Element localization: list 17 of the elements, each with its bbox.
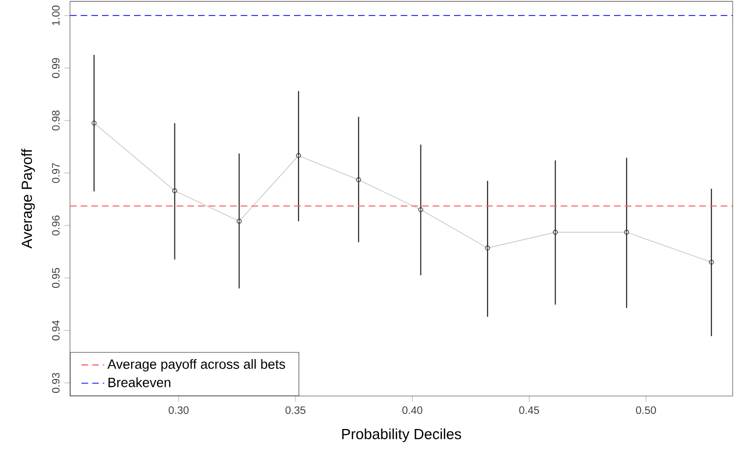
y-tick-label: 0.95 [52,268,60,288]
y-tick-label: 0.99 [52,58,60,78]
y-axis-title: Average Payoff [21,148,35,249]
y-tick-label: 0.93 [52,372,60,393]
x-tick-label: 0.30 [168,406,189,414]
y-tick-label: 1.00 [52,6,60,26]
y-tick-label: 0.97 [52,163,60,183]
x-tick-label: 0.50 [636,406,656,414]
legend-label: Average payoff across all bets [107,359,286,372]
x-tick-label: 0.45 [519,406,540,414]
y-tick-label: 0.98 [52,110,60,130]
y-tick-label: 0.96 [52,216,60,236]
x-tick-label: 0.40 [402,406,422,414]
y-tick-label: 0.94 [52,320,60,340]
legend-label: Breakeven [108,377,170,388]
x-axis-title: Probability Deciles [342,428,462,442]
x-tick-label: 0.35 [286,406,306,414]
